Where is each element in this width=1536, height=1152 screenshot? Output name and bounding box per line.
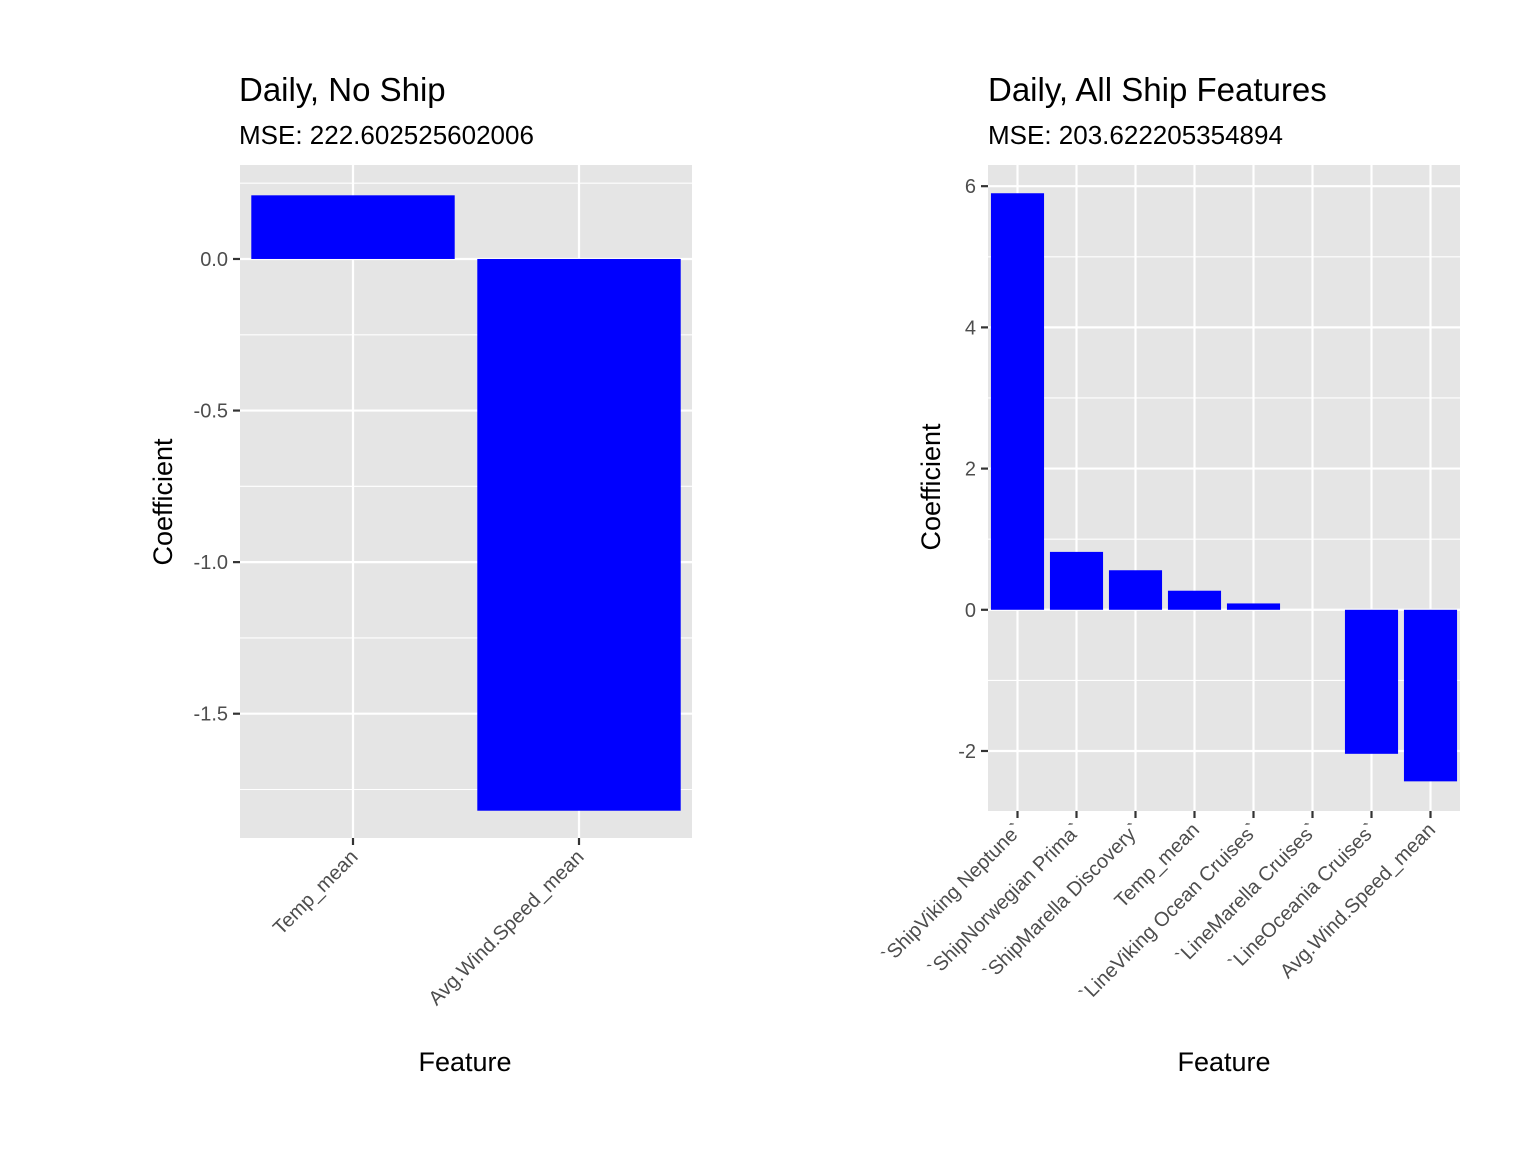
y-tick-label: -0.5 bbox=[194, 401, 228, 423]
bar-lineoceania-cruises bbox=[1344, 609, 1399, 754]
y-tick-label: 6 bbox=[965, 176, 976, 198]
y-tick-label: -2 bbox=[958, 741, 976, 763]
bar-temp-mean bbox=[251, 195, 455, 259]
chart-subtitle: MSE: 222.602525602006 bbox=[239, 120, 534, 150]
bar-lineviking-ocean-cruises bbox=[1226, 603, 1281, 610]
y-tick-label: 0 bbox=[965, 600, 976, 622]
bar-avg-wind-speed-mean bbox=[1403, 609, 1458, 782]
bar-shipviking-neptune bbox=[990, 193, 1045, 610]
y-tick-label: -1.0 bbox=[194, 552, 228, 574]
x-tick-label: Temp_mean bbox=[269, 846, 362, 939]
y-axis-title: Coefficient bbox=[148, 438, 178, 566]
bar-shipnorwegian-prima bbox=[1049, 551, 1104, 610]
y-tick-label: -1.5 bbox=[194, 704, 228, 726]
chart-daily-no-ship: 0.0 -0.5 -1.0 -1.5 Temp_mean Avg.Wind.Speed_m… bbox=[148, 71, 692, 1077]
x-axis-title: Feature bbox=[418, 1047, 511, 1077]
x-axis-title: Feature bbox=[1177, 1047, 1270, 1077]
chart-title: Daily, No Ship bbox=[239, 71, 446, 108]
x-tick-label: Avg.Wind.Speed_mean bbox=[425, 846, 589, 1010]
y-tick-label: 0.0 bbox=[200, 249, 228, 271]
chart-subtitle: MSE: 203.622205354894 bbox=[988, 120, 1283, 150]
y-tick-label: 2 bbox=[965, 459, 976, 481]
plot-area: 0.0 -0.5 -1.0 -1.5 Temp_mean Avg.Wind.Speed_m… bbox=[194, 165, 692, 1010]
bar-avg-wind-speed-mean bbox=[477, 258, 681, 811]
chart-title: Daily, All Ship Features bbox=[988, 71, 1327, 108]
y-tick-label: 4 bbox=[965, 317, 976, 339]
bar-shipmarella-discovery bbox=[1108, 570, 1163, 610]
y-axis-title: Coefficient bbox=[916, 423, 946, 551]
bar-temp-mean bbox=[1167, 590, 1222, 610]
